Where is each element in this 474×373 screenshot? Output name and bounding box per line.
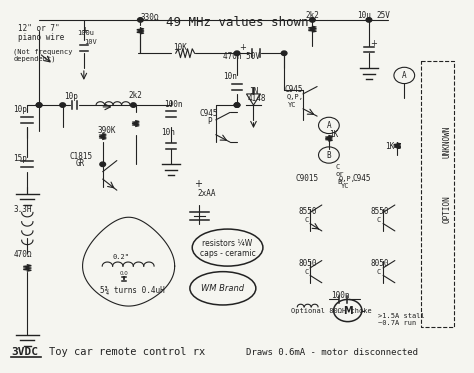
Text: 390K: 390K: [98, 126, 117, 135]
Text: 8050: 8050: [298, 259, 317, 268]
Text: 1K: 1K: [385, 142, 395, 151]
Text: 100n: 100n: [331, 291, 350, 300]
Text: YC: YC: [341, 184, 349, 189]
Circle shape: [234, 103, 240, 107]
Text: UNKNOWN: UNKNOWN: [442, 126, 451, 158]
Circle shape: [130, 103, 136, 107]
Circle shape: [60, 103, 65, 107]
Text: 3.3H: 3.3H: [13, 206, 32, 214]
Text: 5¾ turns 0.4uH: 5¾ turns 0.4uH: [100, 285, 165, 294]
Text: or: or: [335, 171, 344, 177]
Circle shape: [310, 18, 315, 22]
Text: +: +: [370, 39, 377, 48]
Text: 2k2: 2k2: [128, 91, 143, 100]
Text: C: C: [377, 269, 381, 275]
Text: caps - ceramic: caps - ceramic: [200, 249, 255, 258]
Text: 10n: 10n: [162, 128, 175, 137]
Text: B: B: [337, 179, 341, 185]
Text: piano wire: piano wire: [18, 33, 64, 42]
Circle shape: [234, 103, 240, 107]
Text: dependent): dependent): [13, 56, 55, 62]
Circle shape: [234, 51, 240, 56]
Text: Q,P,: Q,P,: [286, 94, 303, 100]
Text: A: A: [402, 71, 407, 80]
Text: C945: C945: [284, 85, 302, 94]
Text: 100n: 100n: [164, 100, 182, 109]
Text: C: C: [377, 217, 381, 223]
Text: 4148: 4148: [247, 94, 266, 103]
Text: A: A: [327, 121, 331, 130]
Circle shape: [281, 51, 287, 56]
Text: C: C: [304, 269, 309, 275]
Text: +: +: [82, 26, 88, 35]
Text: 2xAA: 2xAA: [197, 189, 216, 198]
Text: 1N: 1N: [249, 87, 258, 96]
Text: C1815: C1815: [70, 152, 93, 161]
Text: 0.0: 0.0: [119, 271, 128, 276]
Text: B: B: [327, 151, 331, 160]
Text: OPTION: OPTION: [442, 195, 451, 223]
Text: +: +: [239, 43, 246, 51]
Text: M: M: [343, 305, 353, 316]
Text: 8050: 8050: [370, 259, 389, 268]
Text: C: C: [304, 217, 309, 223]
Text: 100u: 100u: [77, 30, 94, 36]
Text: 470n 50V: 470n 50V: [223, 52, 260, 61]
Text: 25V: 25V: [376, 11, 390, 20]
Text: Draws 0.6mA - motor disconnected: Draws 0.6mA - motor disconnected: [246, 348, 419, 357]
Text: WM Brand: WM Brand: [201, 284, 245, 293]
Text: 3VDC: 3VDC: [11, 347, 38, 357]
Text: resistors ¼W: resistors ¼W: [202, 239, 253, 248]
Circle shape: [366, 18, 372, 22]
Text: 2k2: 2k2: [305, 11, 319, 20]
Text: C: C: [336, 164, 340, 170]
Text: C945: C945: [353, 174, 371, 183]
Text: Toy car remote control rx: Toy car remote control rx: [48, 347, 205, 357]
Text: +: +: [194, 179, 201, 189]
Text: YC: YC: [287, 102, 296, 108]
Circle shape: [100, 162, 106, 166]
Circle shape: [36, 103, 42, 107]
Text: 0.2": 0.2": [112, 254, 129, 260]
Text: 10p: 10p: [64, 93, 78, 101]
Text: 49 MHz values shown: 49 MHz values shown: [166, 16, 308, 29]
Text: 10K: 10K: [173, 43, 187, 51]
Text: 330Ω: 330Ω: [140, 13, 159, 22]
Text: P: P: [207, 116, 212, 126]
Text: C945: C945: [199, 109, 218, 118]
Text: Q,P,: Q,P,: [338, 176, 356, 182]
Text: 470Ω: 470Ω: [13, 250, 32, 259]
Text: (Not frequency: (Not frequency: [13, 48, 73, 55]
Text: 12" or 7": 12" or 7": [18, 24, 60, 33]
Text: 15p: 15p: [13, 154, 27, 163]
Polygon shape: [82, 217, 175, 306]
Text: 10p: 10p: [13, 106, 27, 115]
Text: 8550: 8550: [298, 207, 317, 216]
Text: Optional 80ΩH choke: Optional 80ΩH choke: [291, 308, 372, 314]
Text: 8550: 8550: [370, 207, 389, 216]
Text: 10n: 10n: [223, 72, 237, 81]
Text: 10u: 10u: [357, 11, 371, 20]
Circle shape: [137, 18, 143, 22]
Text: 1K: 1K: [329, 129, 338, 138]
Text: GR: GR: [76, 159, 85, 168]
Text: ~0.7A run: ~0.7A run: [378, 320, 417, 326]
Circle shape: [36, 103, 42, 107]
Text: C9015: C9015: [296, 174, 319, 183]
Text: 10V: 10V: [84, 39, 97, 45]
Text: >1.5A stall: >1.5A stall: [378, 313, 425, 319]
